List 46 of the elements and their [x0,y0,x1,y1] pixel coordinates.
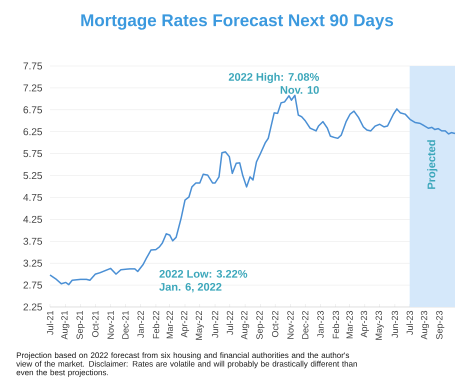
x-tick-label: Mar-23 [346,310,353,338]
x-tick-label: Feb-23 [332,310,340,338]
y-tick-label: 4.75 [23,194,42,201]
y-tick-label: 6.75 [24,106,42,114]
x-tick-label: Sep-23 [436,310,444,340]
x-tick-label: Sep-22 [256,310,264,340]
y-tick-label: 7.25 [24,84,42,92]
x-tick-label: May-23 [376,310,384,340]
x-tick-label: Jan-22 [137,310,144,338]
annotation: Nov. 10 [280,86,319,94]
x-tick-label: Jul-21 [46,310,54,335]
x-tick-label: Feb-22 [152,310,160,338]
band-label: Projected [427,140,438,189]
y-tick-label: 2.75 [24,282,42,289]
x-tick-label: Oct-21 [92,310,99,338]
annotation: 2022 Low: 3.22% [159,270,248,278]
x-tick-label: Oct-22 [272,310,278,338]
x-tick-label: Aug-21 [61,310,70,340]
y-tick-label: 6.25 [24,128,42,136]
x-tick-label: May-22 [196,310,204,340]
y-tick-label: 5.25 [23,172,42,180]
x-tick-label: Dec-21 [122,310,129,339]
chart-title: Mortgage Rates Forecast Next 90 Days [81,14,394,30]
y-tick-label: 3.75 [23,238,42,245]
x-tick-label: Aug-22 [241,310,250,340]
x-tick-label: Apr-23 [360,310,369,338]
x-tick-label: Sep-21 [76,310,85,340]
y-tick-label: 2.25 [24,303,42,311]
x-tick-label: Aug-23 [420,310,430,340]
x-tick-label: Jul-22 [226,310,234,335]
y-tick-label: 4.25 [23,216,42,223]
y-tick-label: 3.25 [23,260,42,267]
text: Projection based on 2022 forecast from six housing and financial authorities and the author's view of the market. Disclaimer: Rates are volatile and will probably be drastically different than even the best projections. [16,352,357,377]
annotation: Jan. 6, 2022 [159,282,222,292]
x-tick-label: Jan-23 [317,310,324,338]
y-tick-label: 5.75 [23,150,42,158]
x-tick-label: Nov-21 [107,310,114,339]
x-tick-label: Nov-22 [287,310,294,339]
x-tick-label: Jun-23 [392,310,398,338]
x-tick-label: Dec-22 [302,310,308,339]
annotation: 2022 High: 7.08% [228,72,320,84]
x-tick-label: Apr-22 [180,310,190,338]
x-tick-label: Mar-22 [166,310,173,338]
x-tick-label: Jul-23 [406,310,413,335]
y-tick-label: 7.75 [24,62,42,70]
x-tick-label: Jun-22 [212,310,218,338]
